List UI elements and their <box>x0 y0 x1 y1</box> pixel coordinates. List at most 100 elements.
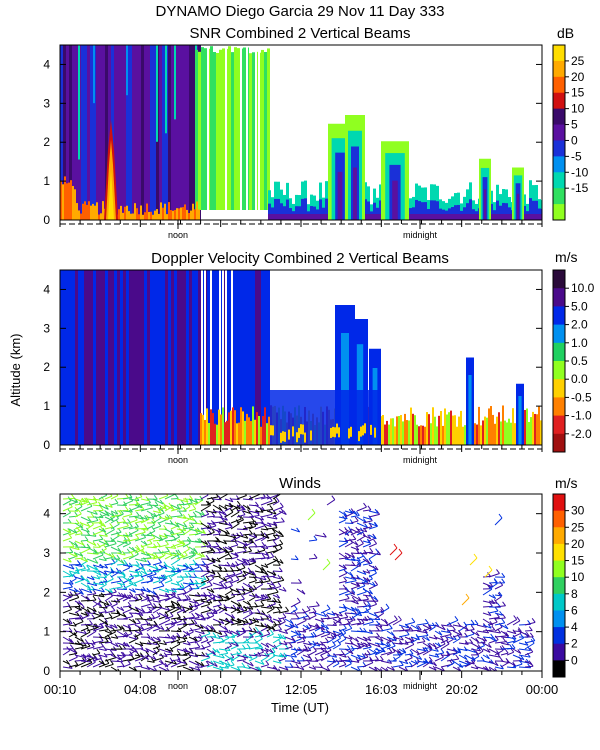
snr-low-echo <box>493 214 496 220</box>
wind-barb <box>380 642 390 648</box>
doppler-column <box>246 270 249 445</box>
doppler-low-echo <box>220 414 222 445</box>
colorbar-tick-label: 2.0 <box>571 318 588 332</box>
snr-low-echo <box>274 198 277 220</box>
snr-panel-title: SNR Combined 2 Vertical Beams <box>190 25 411 42</box>
snr-low-echo <box>490 203 493 220</box>
wind-barb <box>482 666 492 671</box>
snr-column <box>150 45 153 220</box>
wind-barb <box>254 622 265 628</box>
wind-barb <box>248 533 257 539</box>
doppler-column <box>249 270 252 445</box>
wind-barb <box>188 546 198 553</box>
wind-barb <box>482 633 495 639</box>
wind-barb <box>308 553 318 560</box>
wind-barb <box>86 558 99 564</box>
snr-plot-area <box>60 45 542 220</box>
doppler-low-echo <box>478 406 480 445</box>
wind-barb <box>236 558 248 565</box>
colorbar-swatch <box>553 324 565 344</box>
wind-barb <box>272 607 281 614</box>
wind-barb <box>500 630 510 637</box>
wind-barb <box>464 619 475 626</box>
wind-barb <box>62 636 73 643</box>
doppler-low-echo <box>420 425 422 445</box>
wind-barb <box>116 606 125 612</box>
y-tick-label: 3 <box>43 96 50 110</box>
snr-low-echo <box>463 214 466 220</box>
doppler-low-echo <box>492 414 494 445</box>
wind-barb <box>146 564 159 570</box>
snr-ground-echo <box>122 212 124 220</box>
doppler-low-echo <box>226 420 228 445</box>
wind-barb <box>488 617 498 626</box>
snr-ground-echo <box>196 201 198 220</box>
wind-barb <box>356 549 368 555</box>
doppler-low-echo <box>510 422 512 445</box>
wind-barb <box>218 582 228 590</box>
wind-barb <box>176 588 187 596</box>
doppler-column <box>192 270 195 445</box>
wind-barb <box>266 555 279 566</box>
snr-low-echo <box>508 207 511 220</box>
doppler-column <box>93 270 96 445</box>
snr-low-echo <box>322 214 325 220</box>
snr-ground-echo <box>84 201 86 220</box>
wind-barb <box>134 641 144 647</box>
doppler-echo <box>518 396 522 445</box>
wind-barb <box>182 648 194 655</box>
wind-barb <box>254 494 266 500</box>
wind-barb <box>290 630 302 636</box>
colorbar-frame <box>552 44 566 221</box>
snr-ground-echo <box>184 204 186 220</box>
doppler-low-echo <box>390 418 392 445</box>
snr-low-echo <box>454 214 457 220</box>
colorbar-tick-label: -0.5 <box>571 390 592 404</box>
wind-barb <box>380 624 393 632</box>
wind-barb <box>380 618 388 624</box>
doppler-low-echo <box>262 416 264 445</box>
wind-barb <box>158 547 170 554</box>
snr-column <box>234 47 237 211</box>
doppler-column <box>198 270 201 445</box>
wind-barb <box>254 594 265 600</box>
wind-barb <box>266 624 276 631</box>
wind-barb <box>158 612 168 619</box>
doppler-column <box>258 270 261 445</box>
wind-barb <box>182 580 195 586</box>
doppler-low-echo <box>494 423 496 445</box>
wind-barb <box>176 522 188 528</box>
snr-low-echo <box>496 214 499 220</box>
wind-barb <box>308 646 317 656</box>
snr-column <box>249 53 252 211</box>
snr-low-echo <box>325 198 328 220</box>
wind-barb <box>80 658 93 668</box>
colorbar-swatch <box>553 342 565 362</box>
doppler-low-echo <box>440 410 442 445</box>
wind-barb <box>236 594 245 602</box>
doppler-low-echo <box>456 426 458 445</box>
colorbar-swatch <box>553 60 565 78</box>
doppler-low-echo <box>526 408 528 445</box>
wind-barb <box>284 656 295 662</box>
wind-barb <box>164 494 176 500</box>
snr-low-echo <box>424 202 427 220</box>
wind-barb <box>122 659 131 668</box>
wind-barb <box>368 648 378 655</box>
wind-barb <box>140 539 153 548</box>
wind-barb <box>110 498 119 506</box>
snr-gap <box>246 45 248 215</box>
wind-barb <box>86 654 99 661</box>
snr-column <box>222 48 225 211</box>
wind-barb <box>74 600 83 606</box>
wind-barb <box>266 647 276 656</box>
colorbar-swatch <box>553 361 565 380</box>
wind-barb <box>389 543 398 556</box>
snr-streak <box>156 45 158 142</box>
snr-low-echo <box>451 207 454 220</box>
wind-barb <box>158 504 168 510</box>
snr-low-echo <box>364 214 367 220</box>
wind-barb <box>260 544 269 550</box>
colorbar-tick-label: 10 <box>571 102 585 116</box>
wind-barb <box>104 522 114 530</box>
